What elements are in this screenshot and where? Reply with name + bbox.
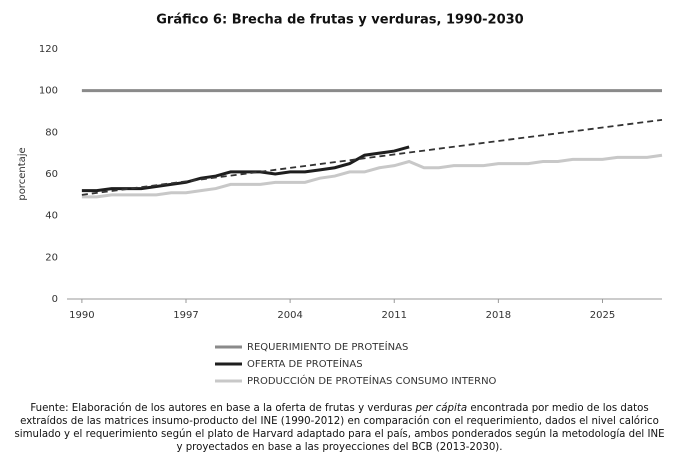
legend-label: OFERTA DE PROTEÍNAS [247,357,363,370]
note-text: encontrada por medio de los datos extraí… [14,403,665,453]
series-line [81,153,663,199]
x-tick-label: 2018 [486,310,511,321]
chart: Gráfico 6: Brecha de frutas y verduras, … [17,13,663,387]
y-tick-label: 120 [39,44,58,55]
x-tick-label: 2004 [277,310,302,321]
note-text: Fuente: Elaboración de los autores en ba… [30,403,416,414]
y-tick-label: 20 [45,252,58,263]
y-axis-label: porcentaje [17,147,28,200]
chart-title: Gráfico 6: Brecha de frutas y verduras, … [156,13,523,28]
note-text: per cápita [415,403,468,414]
y-tick-label: 0 [52,294,58,305]
y-tick-label: 80 [45,127,58,138]
x-tick-label: 1997 [173,310,198,321]
y-tick-label: 60 [45,169,58,180]
x-tick-label: 2025 [590,310,615,321]
y-tick-label: 100 [39,86,58,97]
trend-line [81,118,663,196]
source-note: Fuente: Elaboración de los autores en ba… [14,402,665,454]
x-tick-label: 1990 [69,310,94,321]
x-tick-label: 2011 [382,310,407,321]
y-tick-label: 40 [45,211,58,222]
legend-label: REQUERIMIENTO DE PROTEÍNAS [247,340,408,353]
legend-label: PRODUCCIÓN DE PROTEÍNAS CONSUMO INTERNO [247,374,497,387]
